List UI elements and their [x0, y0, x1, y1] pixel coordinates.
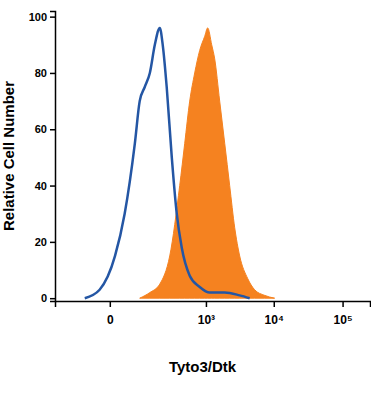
y-tick: 0 — [41, 292, 55, 304]
y-tick-mark — [50, 73, 55, 75]
y-tick-mark — [50, 242, 55, 244]
y-tick: 40 — [35, 180, 55, 192]
x-tick-mark — [110, 301, 112, 307]
x-tick-label: 0 — [107, 313, 114, 327]
y-tick: 100 — [29, 11, 55, 23]
histogram-area — [140, 28, 275, 298]
x-tick: 10⁵ — [334, 301, 353, 327]
y-axis: 0 20 40 60 80 100 — [29, 11, 56, 305]
y-tick-label: 20 — [35, 236, 47, 248]
x-tick-label: 10⁵ — [334, 313, 353, 327]
plot-area — [85, 28, 275, 298]
x-tick-mark — [342, 301, 344, 307]
x-axis-line — [56, 302, 371, 308]
x-axis-title: Tyto3/Dtk — [169, 358, 237, 375]
y-tick-label: 80 — [35, 67, 47, 79]
y-tick: 20 — [35, 236, 55, 248]
y-tick-mark — [50, 185, 55, 187]
x-axis: 0 10³ 10⁴ 10⁵ — [56, 301, 371, 327]
x-tick: 10⁴ — [265, 301, 284, 327]
y-tick-label: 40 — [35, 180, 47, 192]
x-tick-mark — [206, 301, 208, 307]
x-tick-label: 10⁴ — [265, 313, 284, 327]
y-tick: 80 — [35, 67, 55, 79]
y-tick-label: 100 — [29, 11, 47, 23]
x-tick: 10³ — [198, 301, 215, 327]
y-tick-label: 0 — [41, 292, 47, 304]
y-tick-mark — [50, 16, 55, 18]
y-tick: 60 — [35, 123, 55, 135]
y-tick-label: 60 — [35, 123, 47, 135]
x-tick: 0 — [107, 301, 114, 327]
histogram-line — [85, 28, 250, 298]
y-axis-title: Relative Cell Number — [0, 81, 17, 231]
y-tick-mark — [50, 298, 55, 300]
x-tick-mark — [274, 301, 276, 307]
y-tick-mark — [50, 129, 55, 131]
chart: 0 10³ 10⁴ 10⁵ 0 20 40 60 80 100 Tyto3/Dtk Relative … — [0, 0, 371, 395]
y-axis-line — [50, 12, 56, 302]
x-tick-label: 10³ — [198, 313, 215, 327]
